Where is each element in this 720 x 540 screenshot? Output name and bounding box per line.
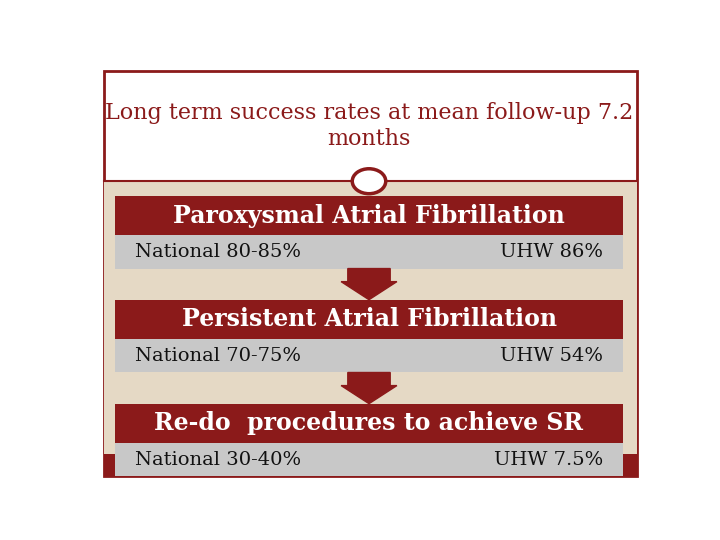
Text: National 30-40%: National 30-40% <box>135 451 301 469</box>
Text: National 80-85%: National 80-85% <box>135 243 301 261</box>
FancyBboxPatch shape <box>115 339 623 373</box>
Polygon shape <box>341 268 397 300</box>
Text: Paroxysmal Atrial Fibrillation: Paroxysmal Atrial Fibrillation <box>173 204 565 227</box>
Text: UHW 54%: UHW 54% <box>500 347 603 365</box>
FancyBboxPatch shape <box>115 196 623 235</box>
Text: Re-do  procedures to achieve SR: Re-do procedures to achieve SR <box>155 411 583 435</box>
FancyBboxPatch shape <box>104 71 637 476</box>
FancyBboxPatch shape <box>104 454 637 476</box>
Polygon shape <box>341 373 397 404</box>
FancyBboxPatch shape <box>115 443 623 476</box>
Text: UHW 86%: UHW 86% <box>500 243 603 261</box>
Text: Persistent Atrial Fibrillation: Persistent Atrial Fibrillation <box>181 307 557 332</box>
FancyBboxPatch shape <box>115 235 623 268</box>
Text: Long term success rates at mean follow-up 7.2
months: Long term success rates at mean follow-u… <box>105 103 633 150</box>
FancyBboxPatch shape <box>104 181 637 454</box>
FancyBboxPatch shape <box>115 404 623 443</box>
FancyBboxPatch shape <box>115 300 623 339</box>
Circle shape <box>352 169 386 194</box>
Text: UHW 7.5%: UHW 7.5% <box>494 451 603 469</box>
Text: National 70-75%: National 70-75% <box>135 347 301 365</box>
